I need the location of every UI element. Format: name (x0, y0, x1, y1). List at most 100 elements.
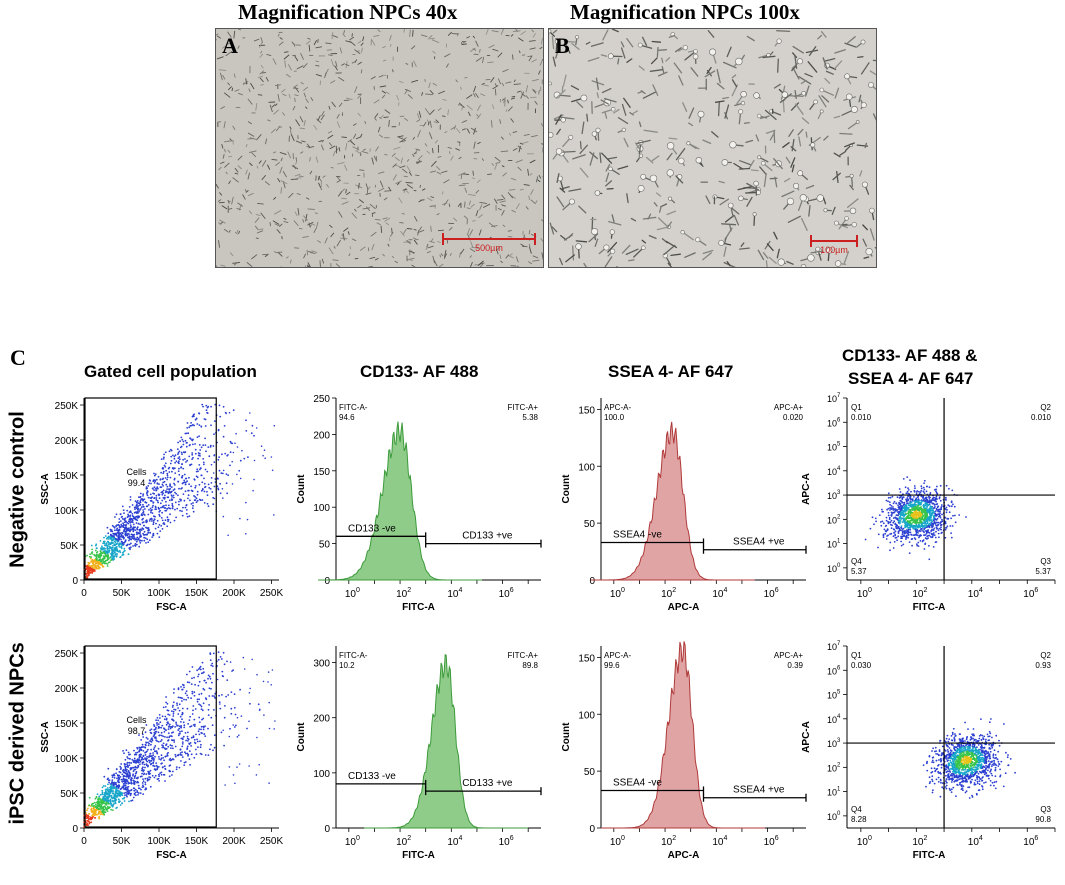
quad-negative-control-point (928, 534, 931, 537)
gate-negative-control-point (173, 457, 176, 460)
quad-negative-control-point (919, 517, 921, 519)
gate-negative-control-point (101, 562, 104, 565)
cell-process (216, 265, 218, 267)
quad-negative-control-point (899, 521, 902, 523)
cell-process (556, 128, 561, 135)
gate-npcs-point (211, 662, 214, 665)
gate-negative-control-point (116, 555, 118, 557)
gate-negative-control-point (219, 482, 222, 485)
gate-negative-control-point (111, 524, 114, 527)
cell-body (608, 166, 613, 172)
gate-negative-control-point (87, 567, 90, 570)
gate-npcs-point (113, 777, 116, 779)
cell-process (299, 116, 304, 123)
gate-npcs-point (193, 725, 196, 727)
quad-negative-control-point (902, 517, 904, 520)
cell-process (272, 220, 280, 225)
gate-negative-control-point (180, 436, 183, 439)
cell-process (321, 258, 325, 264)
gate-negative-control-point (171, 504, 174, 507)
quad-negative-control-point (945, 484, 948, 487)
gate-negative-control-point (164, 494, 166, 497)
quad-negative-control-point (926, 531, 929, 534)
gate-negative-control-point (151, 512, 154, 514)
quad-negative-control-point (923, 516, 926, 519)
cell-process (248, 88, 251, 93)
gate-negative-control-point (180, 445, 183, 448)
gate-npcs-point (169, 764, 172, 767)
gate-negative-control-point (96, 560, 98, 563)
gate-npcs-point (191, 713, 194, 715)
gate-npcs-point (181, 756, 184, 758)
cell-process (244, 189, 247, 193)
quad-negative-control-point (893, 541, 896, 543)
gate-npcs-point (217, 658, 220, 661)
cell-process (246, 262, 253, 267)
gate-negative-control-point (217, 488, 220, 491)
cell-process (259, 70, 265, 75)
cell-process (371, 157, 374, 165)
quad-negative-control-point (940, 507, 942, 509)
gate-negative-control-point (143, 534, 145, 536)
gate-negative-control-point (106, 546, 109, 549)
cell-process (273, 151, 277, 154)
gate-npcs-point (160, 773, 163, 776)
cell-process (847, 36, 856, 44)
cell-process (739, 160, 752, 166)
gate-negative-control-point (152, 523, 155, 526)
gate-negative-control-point (150, 517, 153, 520)
quad-negative-control-point (919, 508, 922, 511)
quad-negative-control-point (945, 506, 948, 509)
cell-process (423, 121, 427, 127)
gate-npcs-point (193, 738, 196, 741)
quad-negative-control-point (907, 514, 910, 517)
gate-negative-control-point (273, 424, 276, 427)
quad-negative-control-point (925, 519, 928, 522)
gate-npcs-point (183, 726, 186, 729)
cell-process (283, 217, 287, 220)
cell-process (382, 217, 388, 220)
cell-process (649, 69, 663, 72)
quad-negative-control-point (892, 535, 895, 538)
quad-negative-control-point (894, 522, 897, 525)
cell-process (491, 225, 498, 228)
gate-negative-control-point (160, 525, 163, 527)
gate-negative-control-point (106, 538, 108, 540)
cell-process (406, 159, 410, 162)
cell-process (251, 254, 258, 260)
cell-process (576, 101, 584, 108)
cell-process (264, 254, 268, 257)
gate-negative-control-point (206, 490, 208, 493)
gate-npcs-point (193, 694, 196, 697)
gate-negative-control-point (175, 460, 178, 463)
cell-process (642, 91, 657, 99)
cell-process (763, 172, 767, 188)
quad-negative-control-point (929, 501, 932, 504)
cell-process (675, 147, 686, 161)
gate-npcs-point (198, 721, 201, 723)
gate-negative-control-point (129, 548, 131, 551)
gate-negative-control-point (190, 463, 193, 466)
cell-process (295, 161, 298, 165)
cell-process (629, 111, 634, 116)
quad-negative-control-point (925, 502, 928, 505)
quad-negative-control-point (919, 491, 922, 494)
gate-negative-control-point (115, 532, 117, 535)
cell-process (306, 197, 310, 200)
quad-negative-control-point (937, 510, 939, 512)
gate-negative-control-point (129, 496, 132, 498)
gate-negative-control-point (128, 537, 131, 540)
quad-negative-control-point (950, 505, 953, 508)
cell-process (374, 257, 379, 261)
gate-negative-control-point (169, 484, 172, 487)
cell-process (777, 58, 779, 73)
gate-npcs-point (221, 694, 223, 696)
cell-process (366, 206, 371, 212)
cell-process (666, 152, 673, 161)
gate-negative-control-point (181, 514, 184, 517)
gate-negative-control-point (88, 564, 91, 567)
cell-process (468, 200, 472, 206)
gate-negative-control-point (123, 529, 125, 531)
gate-negative-control-point (234, 442, 236, 444)
quad-negative-control-point (924, 526, 926, 528)
